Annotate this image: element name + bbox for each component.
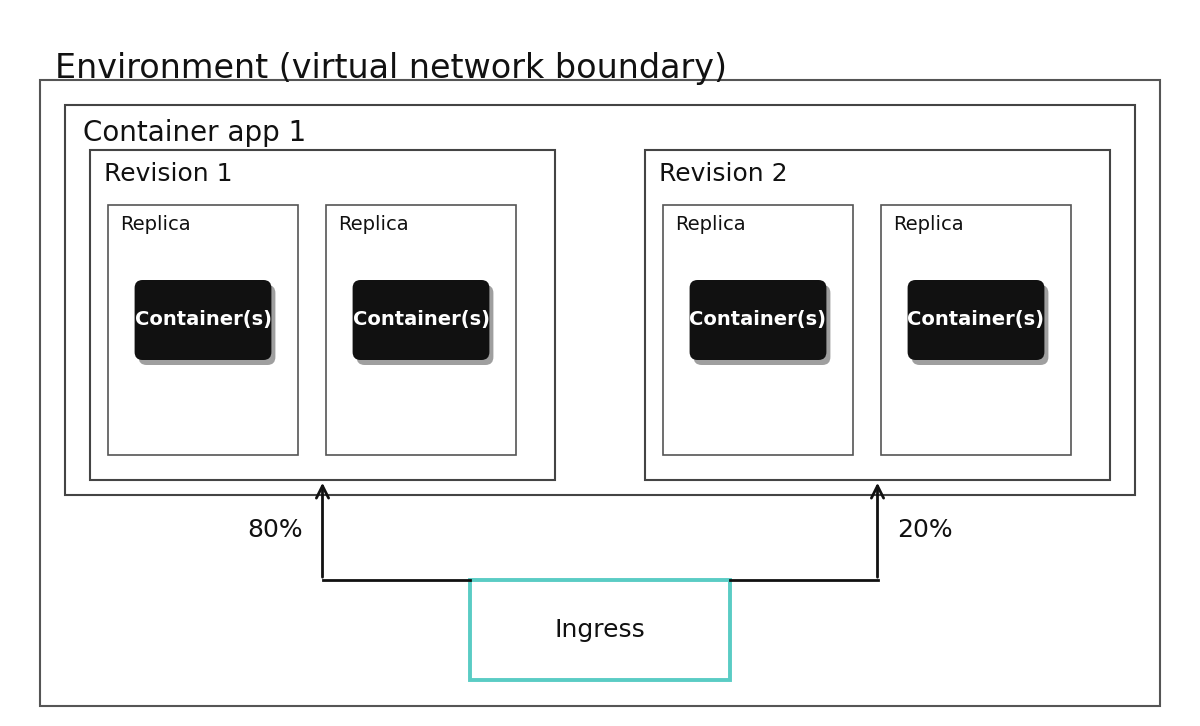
FancyBboxPatch shape [694, 285, 830, 365]
Text: Replica: Replica [120, 215, 191, 234]
Bar [470, 580, 730, 680]
Bar [90, 150, 554, 480]
FancyBboxPatch shape [134, 280, 271, 360]
Text: Container app 1: Container app 1 [83, 119, 306, 147]
Text: Container(s): Container(s) [907, 311, 1044, 330]
Text: Replica: Replica [893, 215, 964, 234]
Text: Environment (virtual network boundary): Environment (virtual network boundary) [55, 52, 727, 85]
FancyBboxPatch shape [139, 285, 276, 365]
Text: Container(s): Container(s) [353, 311, 490, 330]
Bar [646, 150, 1110, 480]
Text: Replica: Replica [674, 215, 745, 234]
Text: Revision 1: Revision 1 [104, 162, 233, 186]
FancyBboxPatch shape [912, 285, 1049, 365]
Text: Container(s): Container(s) [134, 311, 271, 330]
Bar [40, 80, 1160, 706]
Text: Ingress: Ingress [554, 618, 646, 642]
Bar [881, 205, 1072, 455]
FancyBboxPatch shape [356, 285, 493, 365]
Bar [326, 205, 516, 455]
FancyBboxPatch shape [907, 280, 1044, 360]
Text: Replica: Replica [338, 215, 409, 234]
Bar [108, 205, 298, 455]
Text: Container(s): Container(s) [690, 311, 827, 330]
Bar [65, 105, 1135, 495]
Text: Revision 2: Revision 2 [659, 162, 787, 186]
FancyBboxPatch shape [353, 280, 490, 360]
Bar [662, 205, 853, 455]
FancyBboxPatch shape [690, 280, 827, 360]
Text: 80%: 80% [247, 518, 302, 542]
Text: 20%: 20% [898, 518, 953, 542]
